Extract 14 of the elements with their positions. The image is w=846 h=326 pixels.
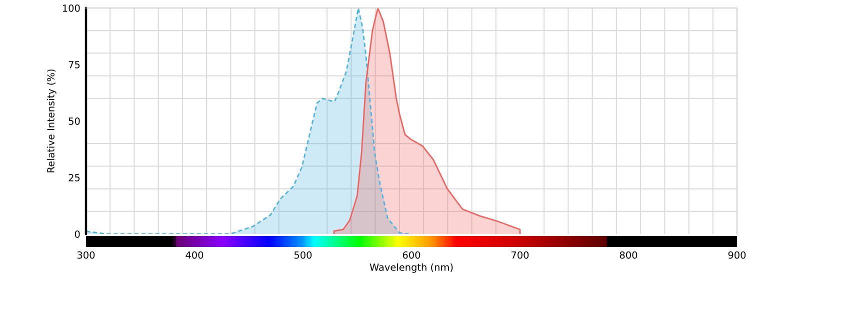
y-tick-label: 100 (62, 4, 80, 12)
x-tick-label: 500 (294, 251, 312, 259)
y-tick-label: 25 (68, 174, 80, 182)
y-axis-title: Relative Intensity (%) (46, 70, 56, 172)
x-tick-label: 700 (512, 251, 529, 259)
x-tick-label: 900 (728, 251, 746, 259)
y-tick-label: 0 (74, 230, 80, 238)
x-tick-label: 600 (402, 251, 420, 259)
y-tick-label: 50 (68, 117, 80, 125)
x-axis-title: Wavelength (nm) (370, 263, 453, 273)
y-tick-label: 75 (68, 61, 80, 68)
x-tick-label: 400 (186, 251, 204, 259)
x-tick-label: 300 (77, 251, 95, 259)
x-tick-label: 800 (620, 251, 638, 259)
